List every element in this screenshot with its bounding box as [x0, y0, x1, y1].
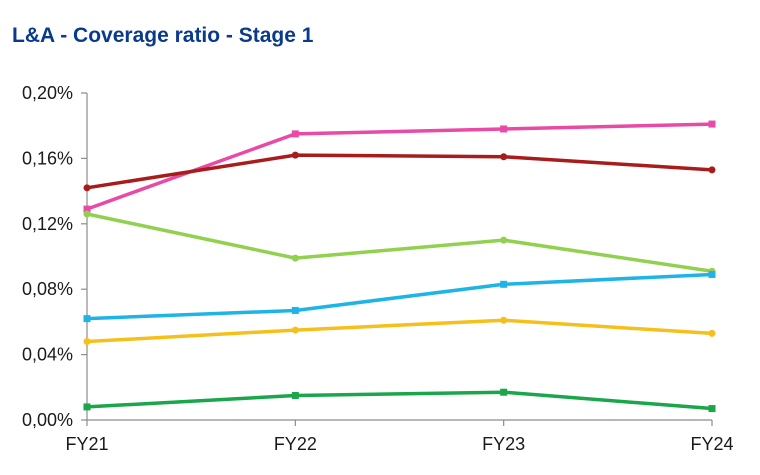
- data-point: [500, 236, 508, 244]
- data-point: [291, 254, 299, 262]
- data-point: [291, 151, 299, 159]
- series-line: [86, 153, 713, 190]
- y-tick-label: 0,04%: [22, 345, 73, 365]
- series-line: [86, 390, 713, 411]
- data-point: [291, 326, 299, 334]
- y-tick-label: 0,08%: [22, 279, 73, 299]
- data-point: [291, 306, 299, 314]
- data-point: [83, 205, 91, 213]
- data-point: [83, 315, 91, 323]
- chart-title: L&A - Coverage ratio - Stage 1: [12, 24, 314, 47]
- series-line: [86, 122, 713, 211]
- series-line: [86, 272, 713, 321]
- data-point: [500, 316, 508, 324]
- series-line: [86, 318, 713, 344]
- data-point: [500, 153, 508, 161]
- tick-labels: 0,00% 0,04% 0,08% 0,12% 0,16% 0,20% FY21 FY22 FY…: [22, 83, 734, 454]
- data-point: [291, 391, 299, 399]
- data-point: [708, 120, 716, 128]
- y-tick-label: 0,16%: [22, 148, 73, 168]
- data-point: [500, 388, 508, 396]
- series-layer: [83, 120, 716, 413]
- data-point: [83, 184, 91, 192]
- series-5: [83, 316, 716, 346]
- data-point: [83, 403, 91, 411]
- series-3: [83, 210, 716, 275]
- data-point: [708, 329, 716, 337]
- x-tick-label: FY21: [65, 434, 108, 454]
- data-point: [500, 280, 508, 288]
- series-4: [83, 270, 716, 323]
- x-tick-label: FY24: [690, 434, 733, 454]
- data-point: [83, 338, 91, 346]
- x-tick-label: FY22: [274, 434, 317, 454]
- series-2: [83, 151, 716, 192]
- data-point: [291, 130, 299, 138]
- data-point: [708, 270, 716, 278]
- series-line: [86, 212, 713, 273]
- y-tick-label: 0,12%: [22, 214, 73, 234]
- axes: [81, 92, 713, 426]
- y-tick-label: 0,20%: [22, 83, 73, 103]
- data-point: [708, 166, 716, 174]
- y-tick-label: 0,00%: [22, 410, 73, 430]
- data-point: [500, 125, 508, 133]
- x-tick-label: FY23: [482, 434, 525, 454]
- data-point: [708, 405, 716, 413]
- data-point: [83, 210, 91, 218]
- series-6: [83, 388, 716, 413]
- series-1: [83, 120, 716, 213]
